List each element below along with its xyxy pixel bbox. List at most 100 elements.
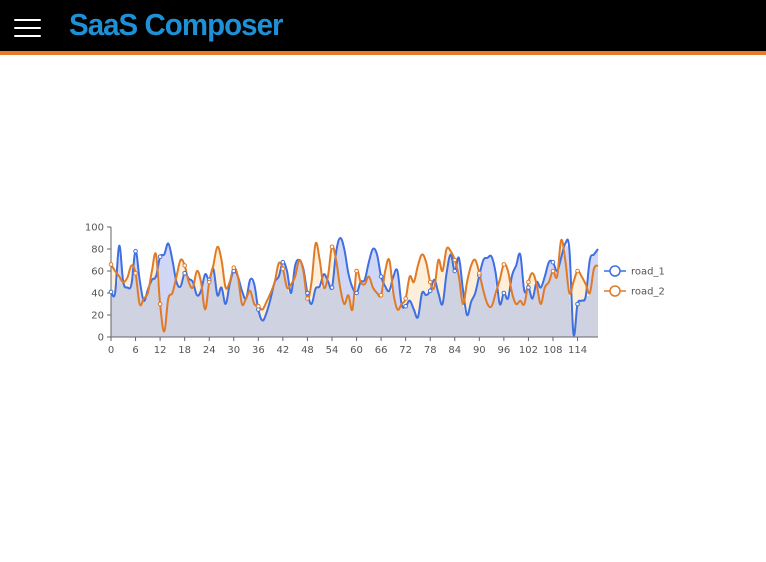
band-fill-road_2 xyxy=(315,243,320,289)
band-fill-road_1 xyxy=(487,256,492,307)
band-fill-road_1 xyxy=(393,271,398,310)
legend-label-road_2: road_2 xyxy=(631,287,665,298)
data-point-road_1 xyxy=(575,301,580,307)
data-point-road_2 xyxy=(378,292,384,298)
data-point-road_2 xyxy=(526,279,531,285)
data-point-road_2 xyxy=(157,301,163,307)
data-point-road_1 xyxy=(329,285,335,290)
data-point-road_2 xyxy=(231,265,237,271)
x-tick-label: 30 xyxy=(227,345,240,356)
x-tick-label: 72 xyxy=(399,345,412,356)
data-point-road_2 xyxy=(354,268,359,274)
y-tick-label: 20 xyxy=(91,311,104,322)
band-fill-road_1 xyxy=(119,245,124,282)
data-point-road_2 xyxy=(206,279,212,285)
data-point-road_1 xyxy=(182,270,187,276)
data-point-road_2 xyxy=(403,296,408,301)
data-point-road_1 xyxy=(550,259,556,265)
y-tick-label: 100 xyxy=(85,223,104,234)
top-navigation-bar: SaaS Composer xyxy=(0,0,766,55)
legend-marker-road_2 xyxy=(609,285,621,297)
data-point-road_2 xyxy=(182,263,187,268)
x-tick-label: 96 xyxy=(498,345,511,356)
band-fill-road_1 xyxy=(340,238,345,304)
data-point-road_2 xyxy=(329,244,335,250)
band-fill-road_2 xyxy=(442,249,447,304)
data-point-road_1 xyxy=(280,259,286,265)
x-tick-label: 24 xyxy=(203,345,216,356)
band-fill-road_1 xyxy=(516,254,521,304)
data-point-road_1 xyxy=(133,248,138,254)
data-point-road_1 xyxy=(378,274,384,279)
legend-marker-road_1 xyxy=(609,265,621,277)
x-tick-label: 84 xyxy=(448,345,461,356)
data-point-road_2 xyxy=(550,268,556,274)
hamburger-menu-icon[interactable] xyxy=(14,17,41,37)
band-fill-road_2 xyxy=(356,271,361,293)
data-point-road_2 xyxy=(575,268,580,274)
data-point-road_2 xyxy=(133,270,138,276)
hamburger-line xyxy=(14,27,41,29)
band-fill-road_2 xyxy=(573,271,578,334)
data-point-road_1 xyxy=(501,290,507,296)
x-tick-label: 36 xyxy=(252,345,265,356)
data-point-road_2 xyxy=(305,296,310,301)
data-point-road_2 xyxy=(477,270,482,276)
x-tick-label: 102 xyxy=(519,345,538,356)
band-fill-road_1 xyxy=(164,243,169,332)
band-fill-road_2 xyxy=(417,254,423,318)
series-line-road_2 xyxy=(110,238,599,333)
data-point-road_1 xyxy=(354,290,359,296)
x-tick-label: 78 xyxy=(424,345,437,356)
band-fill-road_1 xyxy=(344,249,349,304)
band-fill-road_2 xyxy=(528,273,533,299)
legend-label-road_1: road_1 xyxy=(631,267,665,278)
x-tick-label: 60 xyxy=(350,345,363,356)
band-fill-road_2 xyxy=(471,260,476,302)
band-fill-road_2 xyxy=(503,264,508,299)
band-fill-road_1 xyxy=(348,273,353,310)
hamburger-line xyxy=(14,35,41,37)
x-tick-label: 108 xyxy=(543,345,562,356)
data-point-road_1 xyxy=(452,268,458,274)
data-point-road_2 xyxy=(427,279,433,285)
data-point-road_1 xyxy=(305,290,310,296)
band-fill-road_2 xyxy=(196,271,202,296)
y-tick-label: 80 xyxy=(91,245,104,256)
data-point-road_2 xyxy=(452,257,458,263)
band-fill-road_2 xyxy=(422,254,427,296)
data-point-road_1 xyxy=(157,254,163,260)
x-tick-label: 48 xyxy=(301,345,314,356)
chart-canvas: 0 20 40 60 80 100 0 6 12 18 24 30 36 42 48 54 60 66 72 78 84… xyxy=(85,223,665,357)
data-point-road_2 xyxy=(108,262,114,267)
x-tick-label: 90 xyxy=(473,345,486,356)
band-fill-road_2 xyxy=(385,260,390,291)
line-chart: 0 20 40 60 80 100 0 6 12 18 24 30 36 42 48 54 60 66 72 78 84… xyxy=(0,215,766,365)
data-point-road_1 xyxy=(403,303,408,309)
band-fill-road_2 xyxy=(577,271,582,304)
band-fill-road_2 xyxy=(127,265,132,288)
band-fill-road_1 xyxy=(160,254,165,332)
hamburger-line xyxy=(14,19,41,21)
data-point-road_1 xyxy=(427,288,433,294)
band-fill-road_1 xyxy=(585,260,590,297)
y-tick-label: 0 xyxy=(98,333,104,344)
y-tick-label: 40 xyxy=(91,289,104,300)
data-point-road_1 xyxy=(526,285,531,290)
band-fill-road_1 xyxy=(372,249,378,293)
x-tick-label: 18 xyxy=(178,345,191,356)
band-fill-road_1 xyxy=(540,276,545,304)
x-tick-label: 54 xyxy=(326,345,339,356)
band-fill-road_2 xyxy=(111,264,116,293)
brand-logo[interactable]: SaaS Composer xyxy=(69,7,283,42)
band-fill-road_1 xyxy=(188,278,193,288)
x-tick-label: 12 xyxy=(154,345,167,356)
x-tick-label: 66 xyxy=(375,345,388,356)
data-point-road_1 xyxy=(108,289,114,295)
data-point-road_2 xyxy=(256,303,261,309)
data-point-road_2 xyxy=(280,266,286,272)
x-tick-label: 6 xyxy=(132,345,138,356)
band-fill-road_2 xyxy=(151,254,157,280)
x-tick-label: 114 xyxy=(568,345,587,356)
band-fill-road_1 xyxy=(323,274,328,288)
